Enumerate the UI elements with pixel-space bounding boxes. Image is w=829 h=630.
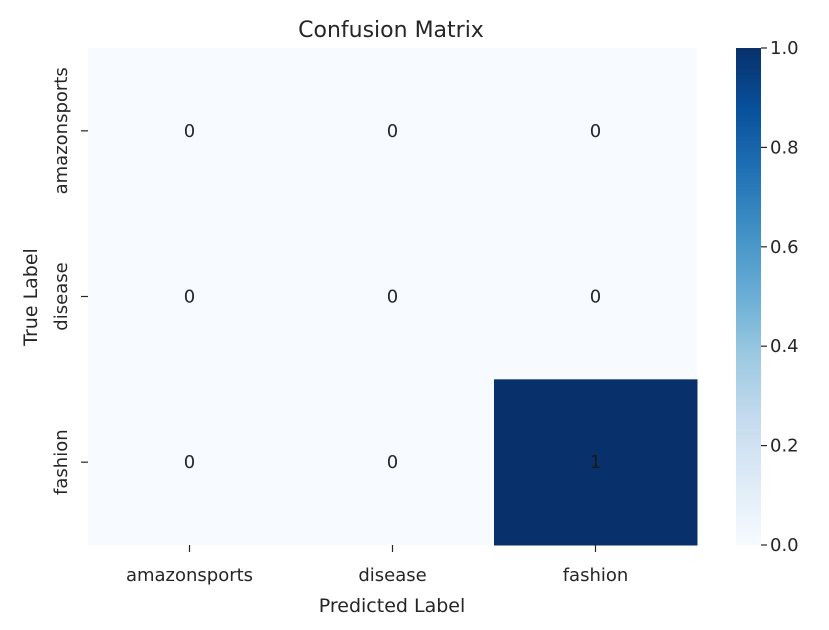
chart-title: Confusion Matrix <box>298 18 484 43</box>
colorbar-tick-label: 0.8 <box>770 137 799 158</box>
x-tick-label: amazonsports <box>126 565 253 586</box>
x-axis-label: Predicted Label <box>319 595 466 617</box>
cell-annotation: 0 <box>387 287 398 308</box>
colorbar-ticks: 0.0 0.2 0.4 0.6 0.8 1.0 <box>761 38 799 556</box>
cell-annotation: 0 <box>184 452 195 473</box>
heatmap-cell <box>494 379 698 546</box>
colorbar-tick-label: 0.0 <box>770 535 799 556</box>
y-axis-label: True Label <box>20 248 42 347</box>
colorbar-tick-label: 0.6 <box>770 237 799 258</box>
colorbar-tick-label: 1.0 <box>770 38 799 59</box>
cell-annotations: 0 0 0 0 0 0 0 0 1 <box>184 121 601 473</box>
colorbar <box>736 48 761 545</box>
heatmap-cell <box>88 213 292 380</box>
cell-annotation: 0 <box>590 287 601 308</box>
cell-annotation: 0 <box>387 121 398 142</box>
y-tick-label: fashion <box>51 429 72 495</box>
cell-annotation: 0 <box>387 452 398 473</box>
cell-annotation: 1 <box>590 452 601 473</box>
colorbar-tick-label: 0.4 <box>770 336 799 357</box>
x-axis-ticks: amazonsports disease fashion <box>126 545 628 586</box>
x-tick-label: disease <box>358 565 426 586</box>
x-tick-label: fashion <box>563 565 629 586</box>
cell-annotation: 0 <box>590 121 601 142</box>
y-axis-ticks: amazonsports disease fashion <box>51 67 88 495</box>
heatmap-cell <box>88 379 292 546</box>
heatmap-cell <box>291 379 495 546</box>
heatmap-cell <box>291 213 495 380</box>
y-tick-label: amazonsports <box>51 67 72 194</box>
cell-annotation: 0 <box>184 287 195 308</box>
heatmap-cell <box>494 48 698 215</box>
y-tick-label: disease <box>51 262 72 330</box>
heatmap-cells <box>88 48 698 546</box>
heatmap-cell <box>291 48 495 215</box>
cell-annotation: 0 <box>184 121 195 142</box>
colorbar-tick-label: 0.2 <box>770 436 799 457</box>
heatmap-cell <box>494 213 698 380</box>
heatmap-cell <box>88 48 292 215</box>
